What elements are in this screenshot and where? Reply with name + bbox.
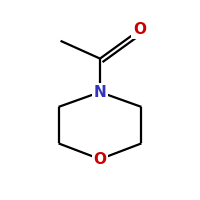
Text: O: O <box>133 22 146 37</box>
Text: O: O <box>94 152 106 167</box>
Text: N: N <box>94 85 106 100</box>
